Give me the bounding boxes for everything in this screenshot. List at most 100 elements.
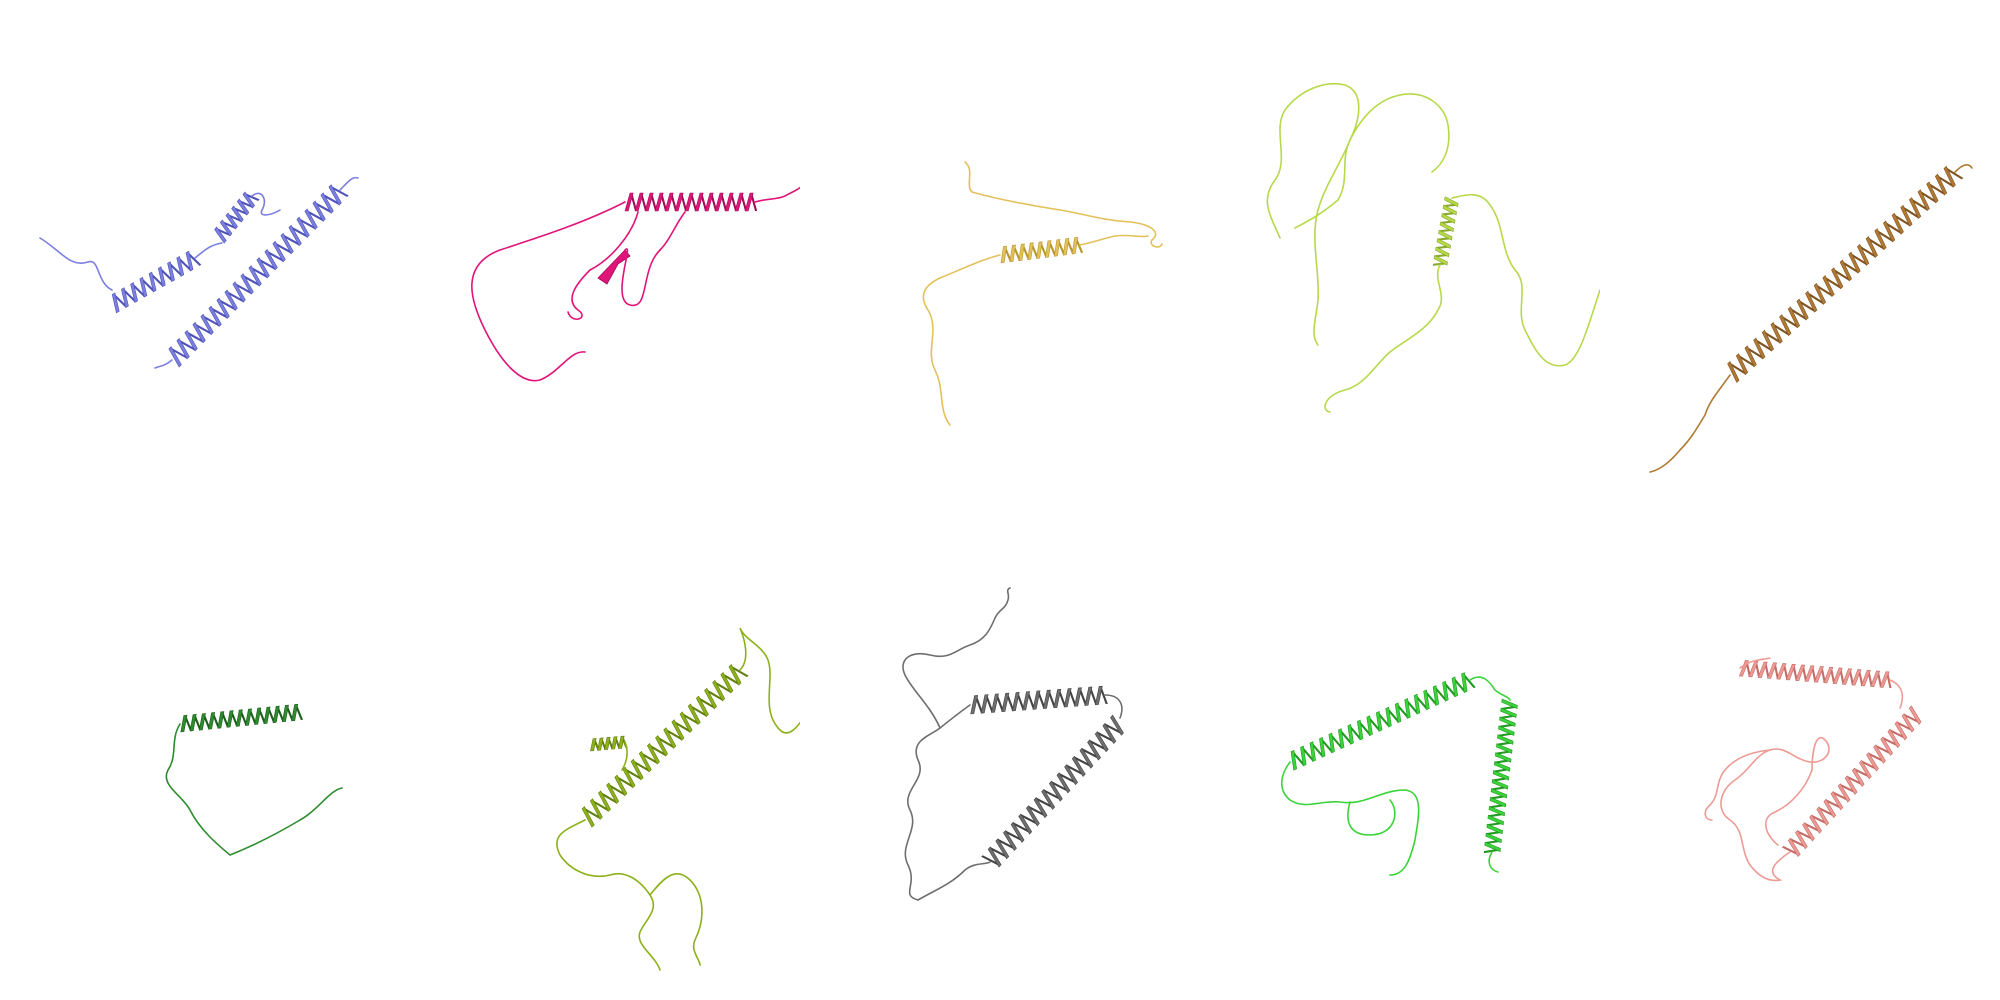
helix-turn-front	[185, 250, 194, 272]
helix-turn-front	[970, 695, 979, 715]
helix-turn-back	[720, 673, 741, 686]
helix-turn-front	[1844, 775, 1858, 795]
helix-turn-front	[280, 232, 294, 255]
helix-turn-back	[312, 201, 333, 214]
helix-turn-front	[1042, 689, 1051, 709]
structure-panel-1	[0, 0, 400, 500]
coil-segment	[1349, 93, 1450, 173]
helix-turn-back	[248, 266, 269, 278]
helix-turn-back	[1838, 783, 1858, 794]
helix-turn-front	[1444, 196, 1459, 208]
helix-turn-front	[1757, 661, 1768, 679]
helix-turn-back	[1080, 748, 1101, 760]
helix-turn-back	[1867, 752, 1886, 763]
helix-turn-back	[1935, 174, 1955, 188]
helix-turn-front	[121, 287, 129, 309]
helix-turn-front	[684, 192, 694, 212]
helix-turn-front	[1094, 685, 1103, 706]
helix-turn-front	[1404, 698, 1411, 719]
helix-turn-front	[655, 735, 669, 757]
helix-turn-front	[304, 208, 318, 230]
helix-turn-front	[618, 735, 625, 749]
structure-5	[1649, 163, 1973, 473]
coil-segment	[621, 211, 686, 307]
helix-turn-back	[688, 704, 708, 717]
helix-turn-back	[184, 331, 205, 343]
helix-turn-front	[1328, 732, 1335, 754]
coil-segment	[194, 242, 223, 259]
helix-turn-front	[240, 273, 254, 295]
beta-strand	[597, 249, 631, 285]
helix-turn-front	[987, 846, 1002, 868]
helix-turn-back	[663, 728, 684, 741]
helix-turn-back	[288, 225, 309, 238]
coil-segment	[739, 627, 800, 734]
helix-turn-front	[1439, 221, 1454, 233]
helix-turn-front	[671, 719, 685, 741]
helix-turn-front	[1079, 747, 1094, 769]
helix-turn-front	[1492, 770, 1510, 781]
helix-turn-front	[1804, 665, 1815, 682]
helix-turn-back	[208, 306, 229, 319]
helix-turn-front	[991, 693, 999, 713]
helix-turn-back	[200, 314, 221, 327]
helix-turn-front	[1753, 337, 1766, 360]
helix-turn-front	[1851, 767, 1865, 788]
helix-turn-front	[1338, 728, 1345, 750]
helix-turn-front	[1053, 688, 1062, 709]
helix-turn-front	[208, 305, 222, 328]
helix-turn-back	[1902, 713, 1922, 724]
helix-turn-front	[1071, 236, 1079, 255]
helix-turn-front	[1495, 752, 1512, 763]
helix-turn-front	[1062, 237, 1070, 256]
helix-turn-front	[1441, 213, 1456, 224]
coil-segment	[1280, 761, 1420, 876]
helix-turn-front	[1110, 714, 1124, 736]
helix-turn-front	[1385, 706, 1392, 728]
structure-panel-2	[400, 0, 800, 500]
helix-turn-front	[1074, 687, 1082, 707]
coil-segment	[1266, 83, 1360, 239]
alpha-helix	[581, 664, 749, 828]
helix-turn-front	[1796, 298, 1809, 321]
helix-turn-front	[1891, 212, 1904, 235]
helix-turn-front	[1497, 734, 1514, 745]
helix-turn-front	[1813, 282, 1826, 305]
helix-turn-front	[590, 738, 597, 752]
helix-turn-front	[1436, 238, 1451, 249]
coil-segment	[1704, 749, 1771, 821]
helix-turn-back	[1874, 744, 1893, 755]
helix-turn-front	[1300, 745, 1307, 767]
alpha-helix	[970, 685, 1108, 715]
helix-turn-front	[111, 292, 120, 314]
helix-turn-front	[180, 714, 188, 733]
helix-turn-front	[288, 224, 302, 247]
helix-turn-front	[1787, 306, 1801, 329]
helix-turn-front	[1022, 691, 1031, 711]
helix-turn-front	[1779, 314, 1792, 337]
helix-turn-back	[240, 274, 261, 287]
helix-turn-back	[1019, 814, 1040, 826]
helix-turn-front	[312, 200, 326, 222]
coil-segment	[39, 237, 113, 291]
helix-turn-front	[1823, 798, 1837, 819]
helix-turn-back	[280, 234, 301, 246]
helix-turn-front	[254, 707, 262, 725]
helix-turn-front	[1787, 837, 1801, 858]
helix-turn-front	[281, 704, 289, 723]
coil-segment	[1488, 851, 1499, 873]
helix-turn-front	[1102, 722, 1117, 744]
helix-turn-back	[1072, 756, 1093, 768]
helix-turn-back	[988, 846, 1009, 859]
helix-turn-front	[1500, 707, 1517, 718]
helix-turn-back	[296, 217, 317, 230]
helix-turn-front	[630, 758, 644, 781]
helix-turn-back	[1736, 354, 1756, 367]
helix-turn-back	[1918, 190, 1938, 203]
helix-turn-front	[1433, 254, 1448, 266]
coil-segment	[567, 269, 591, 320]
alpha-helix	[1432, 196, 1459, 266]
helix-turn-front	[263, 706, 271, 724]
helix-turn-front	[1375, 711, 1383, 732]
helix-turn-front	[604, 736, 611, 751]
